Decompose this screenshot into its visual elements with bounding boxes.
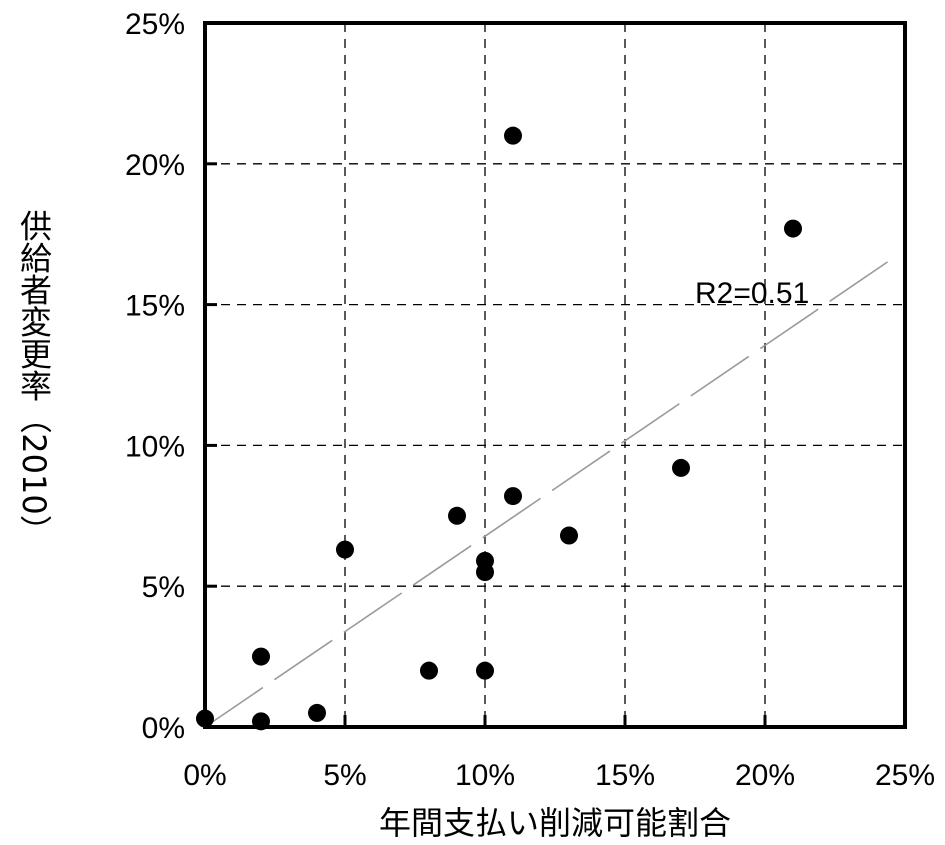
trendline <box>204 258 892 728</box>
data-point <box>476 661 494 680</box>
x-tick-label: 20% <box>735 759 795 792</box>
y-axis-title: 供給者変更率（2010） <box>15 209 53 546</box>
x-tick-label: 15% <box>595 759 655 792</box>
y-tick-label: 25% <box>125 8 185 41</box>
grid <box>205 23 905 727</box>
r-squared-annotation: R2=0.51 <box>695 277 809 310</box>
data-point <box>504 126 522 145</box>
plot-frame <box>203 21 907 729</box>
data-point <box>784 219 802 238</box>
plot-border <box>203 21 907 729</box>
x-tick-label: 0% <box>183 759 226 792</box>
trendline-layer <box>204 258 892 728</box>
data-points <box>196 126 802 731</box>
x-tick-label: 10% <box>455 759 515 792</box>
data-point <box>504 487 522 506</box>
data-point <box>252 647 270 666</box>
y-tick-label: 10% <box>125 430 185 463</box>
data-point <box>560 526 578 545</box>
y-tick-label: 0% <box>142 712 185 745</box>
x-axis-title: 年間支払い削減可能割合 <box>379 804 731 842</box>
y-tick-labels: 0% 5% 10% 15% 20% 25% <box>125 8 185 745</box>
data-point <box>476 551 494 570</box>
x-tick-label: 25% <box>875 759 935 792</box>
y-tick-label: 5% <box>142 571 185 604</box>
x-tick-label: 5% <box>323 759 366 792</box>
data-point <box>672 458 690 477</box>
data-point <box>448 506 466 525</box>
data-point <box>308 703 326 722</box>
data-point <box>336 540 354 559</box>
data-point <box>420 661 438 680</box>
x-tick-labels: 0% 5% 10% 15% 20% 25% <box>183 759 935 792</box>
y-tick-label: 15% <box>125 290 185 323</box>
y-tick-label: 20% <box>125 149 185 182</box>
